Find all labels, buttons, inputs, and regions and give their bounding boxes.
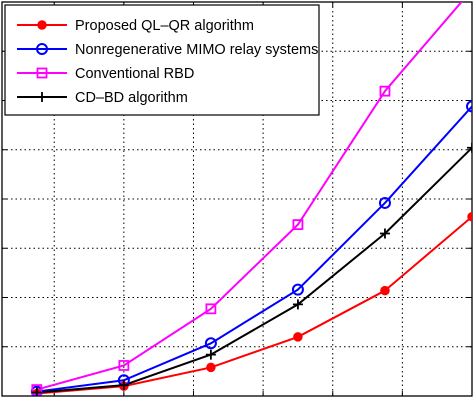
data-point-conventional-rbd-2: [205, 303, 217, 315]
series-line-conventional-rbd: [36, 2, 463, 391]
data-point-nonregenerative-mimo-relay-systems-2: [204, 337, 217, 350]
data-point-cd-bd-algorithm-4: [379, 228, 390, 239]
legend-marker-conventional-rbd: [36, 67, 48, 79]
data-point-proposed-ql-qr-algorithm-2: [206, 362, 216, 373]
data-point-nonregenerative-mimo-relay-systems-5: [466, 100, 472, 113]
legend: Proposed QL–QR algorithm Nonregenerative …: [4, 4, 320, 116]
series-line-proposed-ql-qr-algorithm: [36, 215, 472, 395]
legend-marker-nonregenerative-mimo-relay-systems: [36, 43, 48, 55]
series-lines: [36, 2, 472, 395]
data-point-cd-bd-algorithm-0: [31, 387, 42, 396]
series-markers: [30, 85, 472, 396]
legend-marker-cd-bd-algorithm: [37, 92, 47, 102]
data-point-cd-bd-algorithm-5: [467, 142, 472, 153]
data-point-proposed-ql-qr-algorithm-4: [380, 285, 390, 296]
data-point-conventional-rbd-4: [379, 85, 391, 97]
data-point-nonregenerative-mimo-relay-systems-3: [291, 283, 304, 296]
data-point-nonregenerative-mimo-relay-systems-4: [378, 196, 391, 209]
legend-label-proposed-ql-qr-algorithm: Proposed QL–QR algorithm: [75, 18, 254, 34]
data-point-conventional-rbd-1: [118, 360, 130, 371]
data-point-proposed-ql-qr-algorithm-5: [467, 211, 472, 222]
legend-label-cd-bd-algorithm: CD–BD algorithm: [75, 90, 188, 106]
data-point-proposed-ql-qr-algorithm-3: [293, 332, 303, 342]
legend-label-conventional-rbd: Conventional RBD: [75, 66, 194, 82]
data-point-cd-bd-algorithm-2: [205, 349, 216, 360]
data-point-conventional-rbd-3: [292, 219, 304, 231]
series-line-cd-bd-algorithm: [36, 147, 472, 394]
data-point-cd-bd-algorithm-1: [118, 380, 129, 391]
data-point-cd-bd-algorithm-3: [292, 299, 303, 310]
legend-marker-proposed-ql-qr-algorithm: [37, 20, 47, 30]
legend-label-nonregenerative-mimo-relay-systems: Nonregenerative MIMO relay systems: [75, 42, 318, 58]
series-line-nonregenerative-mimo-relay-systems: [36, 105, 472, 393]
